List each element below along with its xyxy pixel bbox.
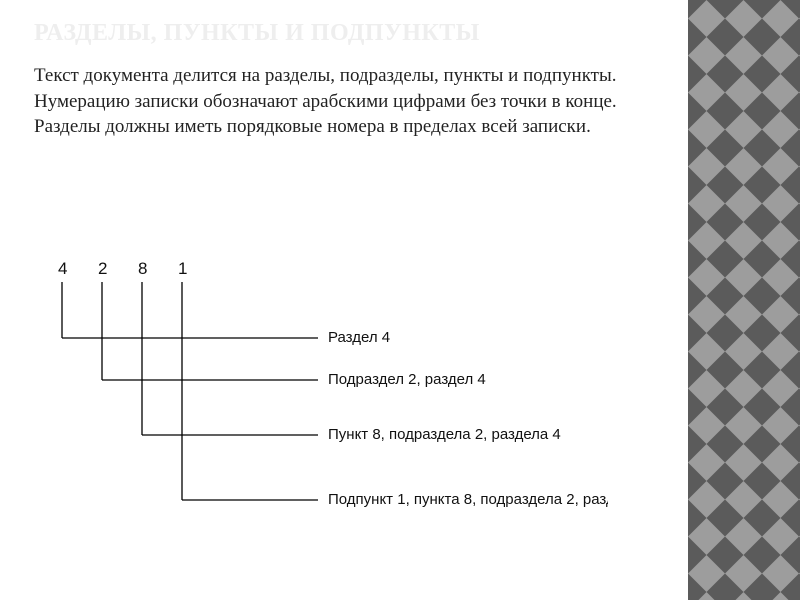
numbering-diagram: 4 2 8 1 Раздел 4 Подраздел 2, раздел 4 Пункт 8…: [48, 260, 608, 580]
diagram-number: 8: [138, 260, 147, 278]
diagram-label: Подраздел 2, раздел 4: [328, 371, 486, 388]
page-title: РАЗДЕЛЫ, ПУНКТЫ И ПОДПУНКТЫ: [34, 20, 684, 47]
diagram-number: 1: [178, 260, 187, 278]
diagram-number: 2: [98, 260, 107, 278]
paragraph-2: Нумерацию записки обозначают арабскими ц…: [34, 91, 617, 112]
sidebar-pattern: [688, 0, 800, 600]
slide-content: РАЗДЕЛЫ, ПУНКТЫ И ПОДПУНКТЫ Текст докуме…: [34, 0, 684, 140]
paragraph-1: Текст документа делится на разделы, подр…: [34, 65, 617, 86]
paragraph-3: Разделы должны иметь порядковые номера в…: [34, 116, 591, 137]
diagram-label: Раздел 4: [328, 329, 390, 346]
diagram-number: 4: [58, 260, 67, 278]
diagram-label: Подпункт 1, пункта 8, подраздела 2, разд…: [328, 491, 608, 508]
diagram-label: Пункт 8, подраздела 2, раздела 4: [328, 426, 561, 443]
body-text: Текст документа делится на разделы, подр…: [34, 63, 684, 140]
